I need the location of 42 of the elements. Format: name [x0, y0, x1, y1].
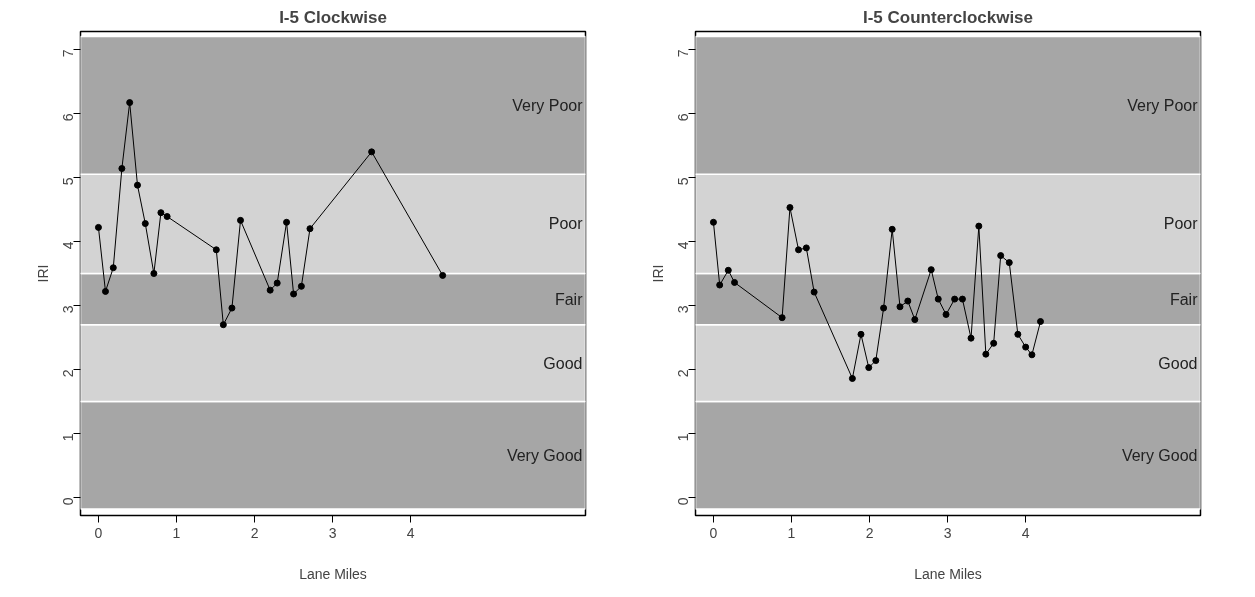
x-tick-label: 4 [406, 524, 415, 541]
y-tick-label: 3 [60, 305, 77, 314]
band-label: Good [1158, 354, 1198, 372]
x-tick-label: 3 [328, 524, 337, 541]
band-label: Very Poor [512, 96, 584, 114]
x-tick-label: 1 [172, 524, 181, 541]
y-tick-label: 6 [675, 113, 692, 122]
y-axis-title: IRI [34, 264, 51, 283]
y-tick-label: 6 [60, 113, 77, 122]
y-tick-label: 5 [675, 177, 692, 186]
y-tick-label: 7 [675, 49, 692, 58]
y-tick-label: 0 [60, 497, 77, 506]
band-label: Good [543, 354, 583, 372]
x-tick-label: 0 [94, 524, 103, 541]
y-tick-label: 3 [675, 305, 692, 314]
chart-title: I-5 Clockwise [279, 7, 387, 27]
y-tick-label: 4 [60, 241, 77, 250]
x-axis-title: Lane Miles [914, 565, 982, 582]
x-tick-label: 2 [865, 524, 874, 541]
x-tick-label: 1 [787, 524, 796, 541]
band-label: Poor [1163, 215, 1199, 233]
y-axis-title: IRI [649, 264, 666, 283]
x-tick-label: 4 [1021, 524, 1030, 541]
y-tick-label: 1 [675, 433, 692, 442]
x-tick-label: 2 [250, 524, 259, 541]
y-tick-label: 1 [60, 433, 77, 442]
y-tick-label: 2 [60, 369, 77, 378]
x-tick-label: 3 [943, 524, 952, 541]
y-tick-label: 5 [60, 177, 77, 186]
y-tick-label: 2 [675, 369, 692, 378]
band-label: Very Good [1121, 446, 1198, 464]
band-label: Fair [554, 290, 584, 308]
chart-title: I-5 Counterclockwise [862, 7, 1034, 27]
band-label: Very Good [506, 446, 583, 464]
x-tick-label: 0 [709, 524, 718, 541]
band-label: Fair [1169, 290, 1199, 308]
x-axis-title: Lane Miles [299, 565, 367, 582]
y-tick-label: 7 [60, 49, 77, 58]
band-label: Very Poor [1127, 96, 1199, 114]
band-label: Poor [548, 215, 584, 233]
y-tick-label: 4 [675, 241, 692, 250]
y-tick-label: 0 [675, 497, 692, 506]
